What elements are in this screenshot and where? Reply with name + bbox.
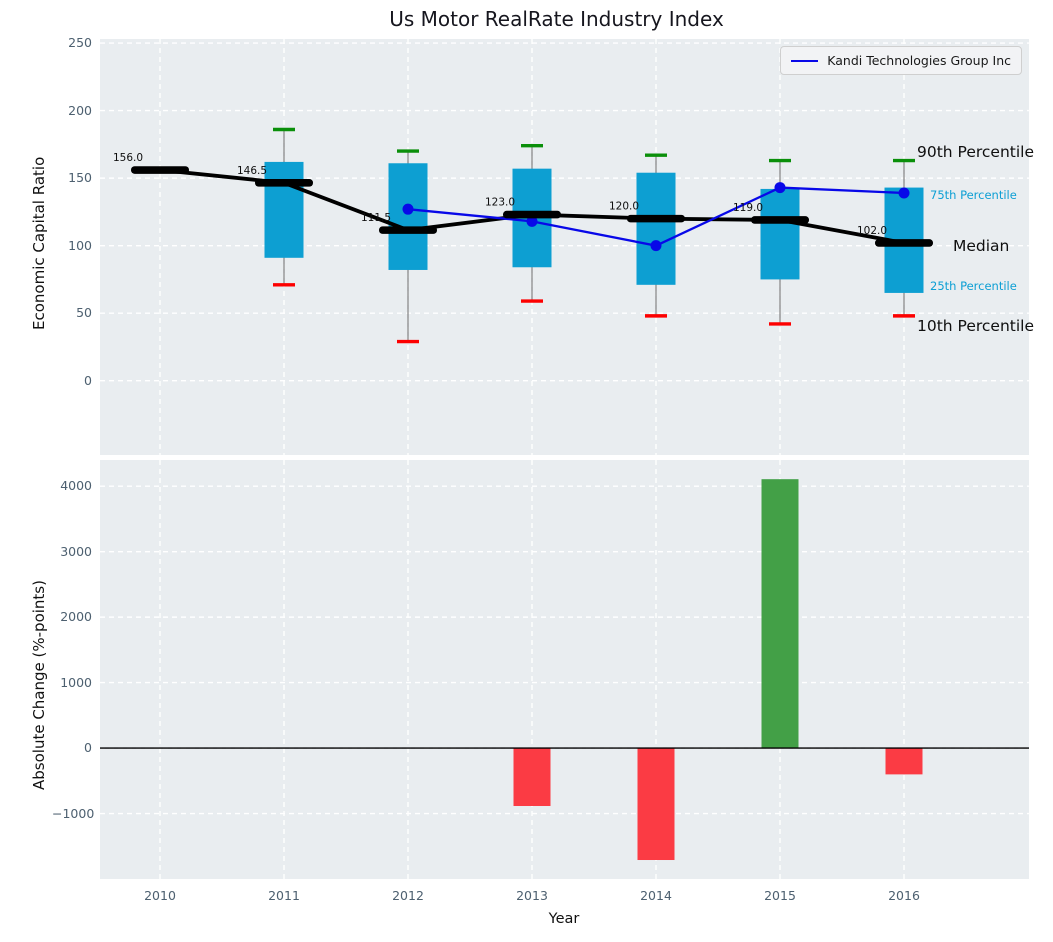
bottom-y-tick-label: 1000 (60, 674, 92, 690)
x-tick-label: 2010 (144, 888, 176, 903)
median-marker (255, 179, 313, 187)
legend-label: Kandi Technologies Group Inc (827, 53, 1011, 68)
legend: Kandi Technologies Group Inc (780, 46, 1022, 75)
bottom-y-tick-label: 0 (84, 740, 92, 756)
median-value-label: 120.0 (609, 201, 639, 213)
bottom-y-tick-label: 2000 (60, 609, 92, 625)
median-marker (627, 214, 685, 223)
bottom-y-tick-label: 4000 (60, 478, 92, 494)
bar-negative (513, 748, 551, 807)
median-marker (875, 239, 933, 247)
median-value-label: 146.5 (237, 165, 267, 177)
bottom-plot-area (100, 460, 1029, 879)
median-value-label: 123.0 (485, 197, 515, 209)
annotation-median: Median (953, 237, 1010, 255)
median-marker (751, 216, 809, 224)
median-marker (131, 166, 189, 174)
median-value-label: 119.0 (733, 202, 763, 214)
x-tick-label: 2013 (516, 888, 548, 903)
company-point (402, 203, 414, 215)
bar-negative (637, 748, 675, 861)
bar-positive (761, 479, 799, 749)
company-point (774, 182, 786, 194)
iqr-box (388, 163, 428, 270)
top-y-tick-label: 50 (76, 305, 92, 321)
bottom-plot-canvas (100, 460, 1029, 879)
company-point (650, 240, 662, 252)
top-y-tick-label: 0 (84, 372, 92, 388)
company-point (526, 215, 538, 227)
top-y-tick-label: 250 (68, 35, 92, 51)
median-marker (503, 210, 561, 219)
iqr-box (264, 161, 304, 258)
x-tick-label: 2011 (268, 888, 300, 903)
top-plot-canvas: 156.0 146.5 111.5 123.0 120.0 119.0 102.0 (100, 39, 1029, 455)
annotation-75th-percentile: 75th Percentile (930, 188, 1017, 202)
median-value-label: 111.5 (361, 212, 391, 224)
chart-title: Us Motor RealRate Industry Index (389, 7, 724, 31)
median-value-label: 156.0 (113, 152, 143, 164)
x-tick-label: 2015 (764, 888, 796, 903)
median-marker (379, 226, 437, 234)
bar-negative (885, 748, 923, 775)
annotation-25th-percentile: 25th Percentile (930, 279, 1017, 293)
annotation-10th-percentile: 10th Percentile (917, 317, 1035, 335)
top-y-axis-label: Economic Capital Ratio (30, 156, 48, 330)
top-y-tick-label: 200 (68, 102, 92, 118)
legend-line-swatch (791, 59, 819, 62)
iqr-box (760, 188, 800, 280)
median-value-label: 102.0 (857, 225, 887, 237)
x-tick-label: 2014 (640, 888, 672, 903)
annotation-90th-percentile: 90th Percentile (917, 143, 1035, 161)
x-tick-label: 2016 (888, 888, 920, 903)
top-y-tick-label: 100 (68, 237, 92, 253)
bottom-y-tick-label: −1000 (52, 805, 95, 821)
x-tick-label: 2012 (392, 888, 424, 903)
bottom-y-tick-label: 3000 (60, 543, 92, 559)
bottom-y-axis-label: Absolute Change (%-points) (30, 580, 48, 790)
company-point (898, 187, 910, 199)
x-axis-label: Year (548, 911, 580, 927)
top-y-tick-label: 150 (68, 170, 92, 186)
iqr-box (636, 172, 676, 285)
top-plot-area: 156.0 146.5 111.5 123.0 120.0 119.0 102.0 (100, 39, 1029, 455)
